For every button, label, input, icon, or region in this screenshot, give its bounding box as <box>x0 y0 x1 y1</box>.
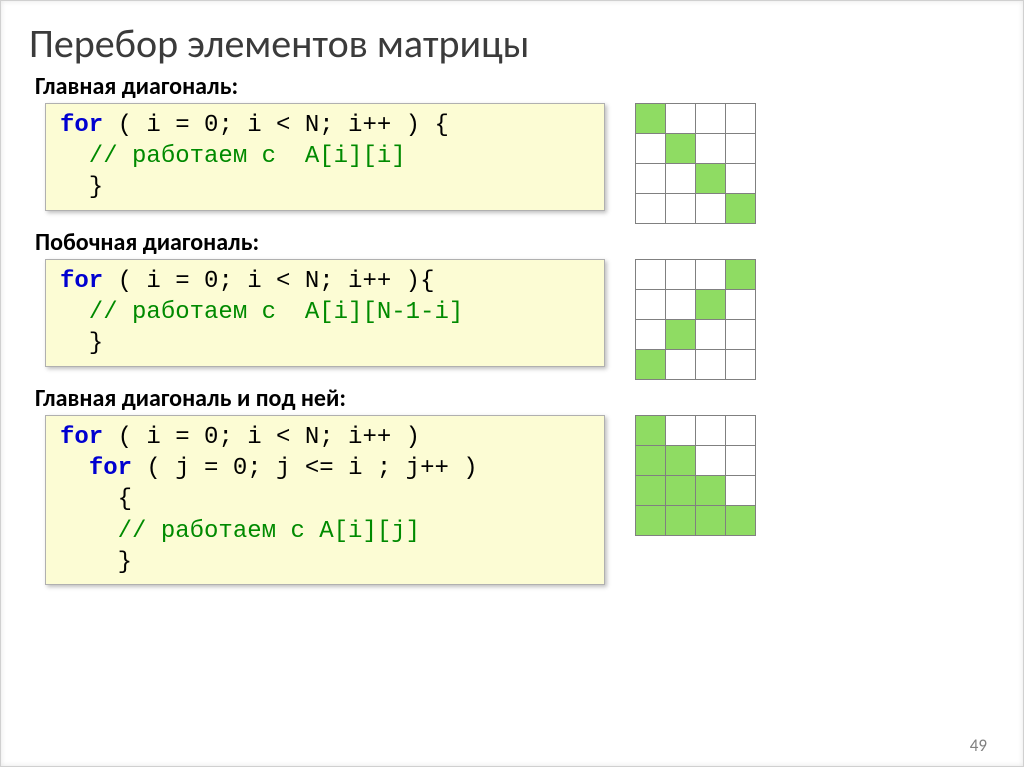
code-token: // работаем с A[i][N-1-i] <box>60 299 463 326</box>
section-label: Побочная диагональ: <box>35 228 995 257</box>
sections-container: Главная диагональ:for ( i = 0; i < N; i+… <box>29 72 995 585</box>
grid-cell <box>666 134 696 164</box>
grid-cell <box>666 104 696 134</box>
grid-cell <box>726 416 756 446</box>
code-token: } <box>60 549 132 576</box>
grid-cell <box>666 260 696 290</box>
grid-cell <box>636 260 666 290</box>
grid-cell <box>696 446 726 476</box>
grid-cell <box>696 416 726 446</box>
grid-cell <box>666 290 696 320</box>
code-block: for ( i = 0; i < N; i++ ) { // работаем … <box>45 103 605 211</box>
grid-cell <box>636 320 666 350</box>
grid-cell <box>726 164 756 194</box>
grid-cell <box>726 446 756 476</box>
grid-cell <box>726 290 756 320</box>
grid-cell <box>696 350 726 380</box>
code-token: ( i = 0; i < N; i++ ) <box>103 424 434 451</box>
section-row: for ( i = 0; i < N; i++ ) { // работаем … <box>29 103 995 224</box>
grid-cell <box>636 350 666 380</box>
grid-cell <box>666 164 696 194</box>
code-token: for <box>60 112 103 139</box>
grid-cell <box>696 104 726 134</box>
code-token: { <box>60 486 132 513</box>
grid-cell <box>696 164 726 194</box>
code-token: // работаем с A[i][i] <box>60 143 406 170</box>
matrix-grid <box>635 103 756 224</box>
grid-cell <box>636 290 666 320</box>
code-block: for ( i = 0; i < N; i++ ) for ( j = 0; j… <box>45 415 605 585</box>
grid-cell <box>726 104 756 134</box>
section-row: for ( i = 0; i < N; i++ ) for ( j = 0; j… <box>29 415 995 585</box>
grid-cell <box>666 446 696 476</box>
grid-cell <box>726 134 756 164</box>
grid-cell <box>696 134 726 164</box>
grid-cell <box>666 194 696 224</box>
code-token: } <box>60 330 103 357</box>
grid-cell <box>636 476 666 506</box>
slide-title: Перебор элементов матрицы <box>29 19 995 68</box>
grid-cell <box>666 416 696 446</box>
code-token: ( i = 0; i < N; i++ ){ <box>103 268 434 295</box>
code-token: for <box>60 268 103 295</box>
matrix-grid <box>635 259 756 380</box>
slide-number: 49 <box>970 735 987 756</box>
grid-cell <box>726 506 756 536</box>
grid-cell <box>726 320 756 350</box>
grid-cell <box>666 476 696 506</box>
code-token: ( i = 0; i < N; i++ ) { <box>103 112 449 139</box>
grid-cell <box>636 506 666 536</box>
grid-cell <box>726 476 756 506</box>
grid-cell <box>696 290 726 320</box>
code-token: for <box>89 455 132 482</box>
code-token: // работаем с A[i][j] <box>60 518 420 545</box>
grid-cell <box>636 194 666 224</box>
grid-cell <box>636 164 666 194</box>
grid-cell <box>726 194 756 224</box>
matrix-grid <box>635 415 756 536</box>
code-token: } <box>60 174 103 201</box>
grid-cell <box>726 350 756 380</box>
grid-cell <box>696 320 726 350</box>
section-label: Главная диагональ: <box>35 72 995 101</box>
grid-cell <box>636 104 666 134</box>
grid-cell <box>666 506 696 536</box>
code-block: for ( i = 0; i < N; i++ ){ // работаем с… <box>45 259 605 367</box>
section-row: for ( i = 0; i < N; i++ ){ // работаем с… <box>29 259 995 380</box>
grid-cell <box>726 260 756 290</box>
grid-cell <box>666 320 696 350</box>
code-token <box>60 455 89 482</box>
grid-cell <box>696 194 726 224</box>
grid-cell <box>696 476 726 506</box>
grid-cell <box>696 260 726 290</box>
grid-cell <box>636 416 666 446</box>
grid-cell <box>636 134 666 164</box>
section-label: Главная диагональ и под ней: <box>35 384 995 413</box>
grid-cell <box>666 350 696 380</box>
code-token: for <box>60 424 103 451</box>
grid-cell <box>636 446 666 476</box>
grid-cell <box>696 506 726 536</box>
code-token: ( j = 0; j <= i ; j++ ) <box>132 455 478 482</box>
